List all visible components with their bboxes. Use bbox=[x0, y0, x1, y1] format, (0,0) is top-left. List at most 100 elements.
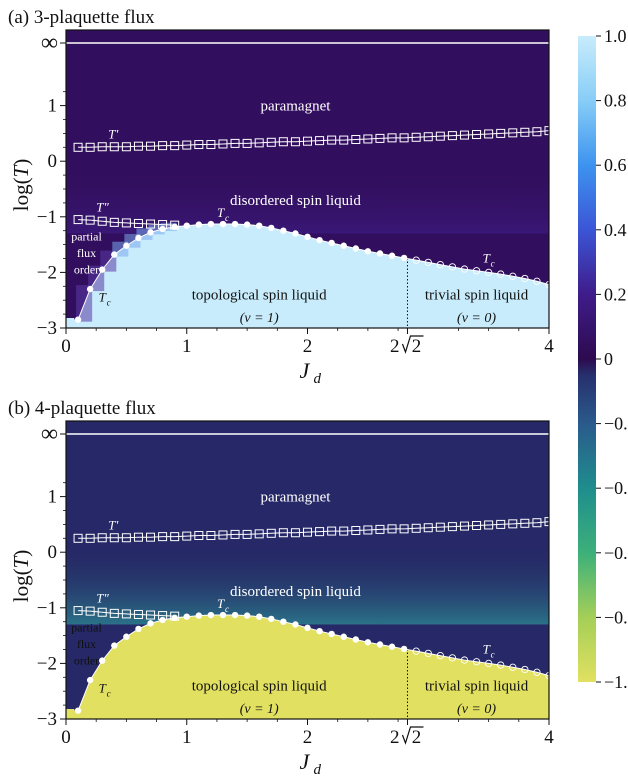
t-prime-marker bbox=[170, 141, 180, 151]
t-prime-line bbox=[78, 521, 550, 539]
t-prime-marker bbox=[230, 138, 240, 148]
tc-filled-marker bbox=[256, 222, 263, 229]
partial-flux-step bbox=[148, 225, 165, 235]
tc-filled-marker bbox=[268, 224, 275, 232]
y-tick-label: −1 bbox=[37, 598, 57, 619]
t-prime-marker bbox=[484, 129, 494, 139]
t-double-prime-marker bbox=[109, 217, 119, 227]
tc-line bbox=[77, 614, 550, 711]
tc-filled-marker bbox=[207, 611, 215, 619]
tc-filled-marker bbox=[268, 615, 275, 623]
label-order: order bbox=[74, 654, 99, 668]
tc-filled-marker bbox=[304, 233, 311, 241]
tc-filled-marker bbox=[219, 611, 227, 619]
tc-filled-marker bbox=[328, 239, 335, 247]
t-prime-marker bbox=[278, 137, 288, 147]
t-prime-marker bbox=[182, 140, 192, 150]
tc-filled-marker bbox=[352, 636, 359, 643]
t-prime-marker bbox=[266, 137, 276, 147]
y-tick-label: 1 bbox=[48, 487, 58, 508]
t-prime-marker bbox=[206, 531, 216, 541]
tc-filled-marker bbox=[171, 614, 178, 622]
t-prime-marker bbox=[339, 135, 349, 145]
colorbar-tick-label: −0.8 bbox=[604, 607, 628, 627]
tc-filled-marker bbox=[231, 220, 239, 228]
label-paramagnet: paramagnet bbox=[260, 490, 331, 506]
tc-filled-marker bbox=[256, 613, 263, 620]
x-tick-label: 1 bbox=[182, 727, 192, 748]
colorbar-tick-label: 0 bbox=[604, 349, 613, 369]
tc-line bbox=[77, 223, 550, 320]
t-prime-marker bbox=[387, 133, 397, 143]
t-prime-marker bbox=[230, 529, 240, 539]
tc-open-marker bbox=[436, 651, 444, 660]
label-flux: flux bbox=[77, 637, 96, 651]
tc-open-marker bbox=[521, 665, 529, 674]
label-paramagnet: paramagnet bbox=[260, 99, 331, 115]
t-double-prime-marker bbox=[85, 215, 95, 225]
x-tick-label: 2 bbox=[390, 727, 400, 748]
label-order: order bbox=[74, 263, 99, 277]
t-prime-line bbox=[78, 130, 550, 148]
tc-open-marker bbox=[533, 277, 541, 285]
tc-open-marker bbox=[424, 258, 432, 267]
t-prime-marker bbox=[266, 528, 276, 538]
label-tc: T bbox=[217, 596, 225, 611]
tc-filled-marker bbox=[147, 620, 154, 627]
t-prime-marker bbox=[158, 532, 168, 542]
t-double-prime-marker bbox=[146, 219, 156, 229]
t-prime-marker bbox=[182, 531, 192, 541]
t-double-prime-marker bbox=[73, 606, 83, 616]
t-prime-marker bbox=[387, 524, 397, 534]
tc-open-marker bbox=[412, 256, 420, 264]
t-prime-marker bbox=[459, 130, 469, 140]
sqrt-symbol bbox=[401, 335, 424, 354]
t-double-prime-marker bbox=[121, 609, 131, 619]
t-prime-marker bbox=[423, 523, 433, 533]
tc-open-marker bbox=[484, 659, 493, 668]
t-prime-marker bbox=[242, 138, 252, 148]
y-tick-label: 1 bbox=[48, 96, 58, 117]
t-prime-marker bbox=[435, 131, 445, 141]
t-prime-marker bbox=[206, 140, 216, 150]
t-double-prime-marker bbox=[97, 216, 107, 226]
y-tick-label: −3 bbox=[37, 709, 57, 730]
label-disordered-spin-liquid: disordered spin liquid bbox=[230, 193, 361, 209]
tc-filled-marker bbox=[243, 221, 251, 228]
ordered-region bbox=[66, 224, 549, 328]
label-topological-spin-liquid: topological spin liquid bbox=[192, 288, 327, 304]
tc-filled-marker bbox=[195, 221, 203, 228]
t-double-prime-marker bbox=[133, 609, 143, 619]
x-axis-label: J bbox=[300, 749, 311, 774]
t-prime-marker bbox=[146, 532, 156, 542]
tc-filled-marker bbox=[219, 220, 227, 228]
label-tc-subscript: c bbox=[225, 604, 229, 614]
t-prime-marker bbox=[520, 518, 530, 528]
t-prime-marker bbox=[218, 530, 228, 540]
t-prime-marker bbox=[133, 532, 143, 542]
t-prime-marker bbox=[109, 533, 119, 543]
y-axis-label-var: T bbox=[9, 164, 33, 177]
y-axis-label: log(T) bbox=[9, 550, 33, 603]
tc-filled-marker bbox=[364, 248, 372, 255]
t-prime-marker bbox=[194, 531, 204, 541]
fade-region bbox=[66, 150, 549, 234]
tc-filled-marker bbox=[159, 225, 166, 233]
tc-open-marker bbox=[521, 274, 529, 283]
t-prime-marker bbox=[254, 529, 264, 539]
y-axis-label-part: ) bbox=[9, 550, 33, 557]
y-tick-label: 0 bbox=[48, 542, 58, 563]
tc-filled-marker bbox=[231, 611, 239, 619]
t-prime-marker bbox=[447, 131, 457, 141]
t-prime-marker bbox=[170, 532, 180, 542]
x-tick-label: 2 bbox=[303, 727, 313, 748]
tc-filled-marker bbox=[195, 612, 203, 619]
label-tc-subscript: c bbox=[491, 259, 495, 269]
t-prime-marker bbox=[194, 140, 204, 150]
tc-filled-marker bbox=[74, 707, 82, 714]
ordered-region bbox=[66, 615, 549, 719]
x-tick-label: 0 bbox=[61, 727, 71, 748]
